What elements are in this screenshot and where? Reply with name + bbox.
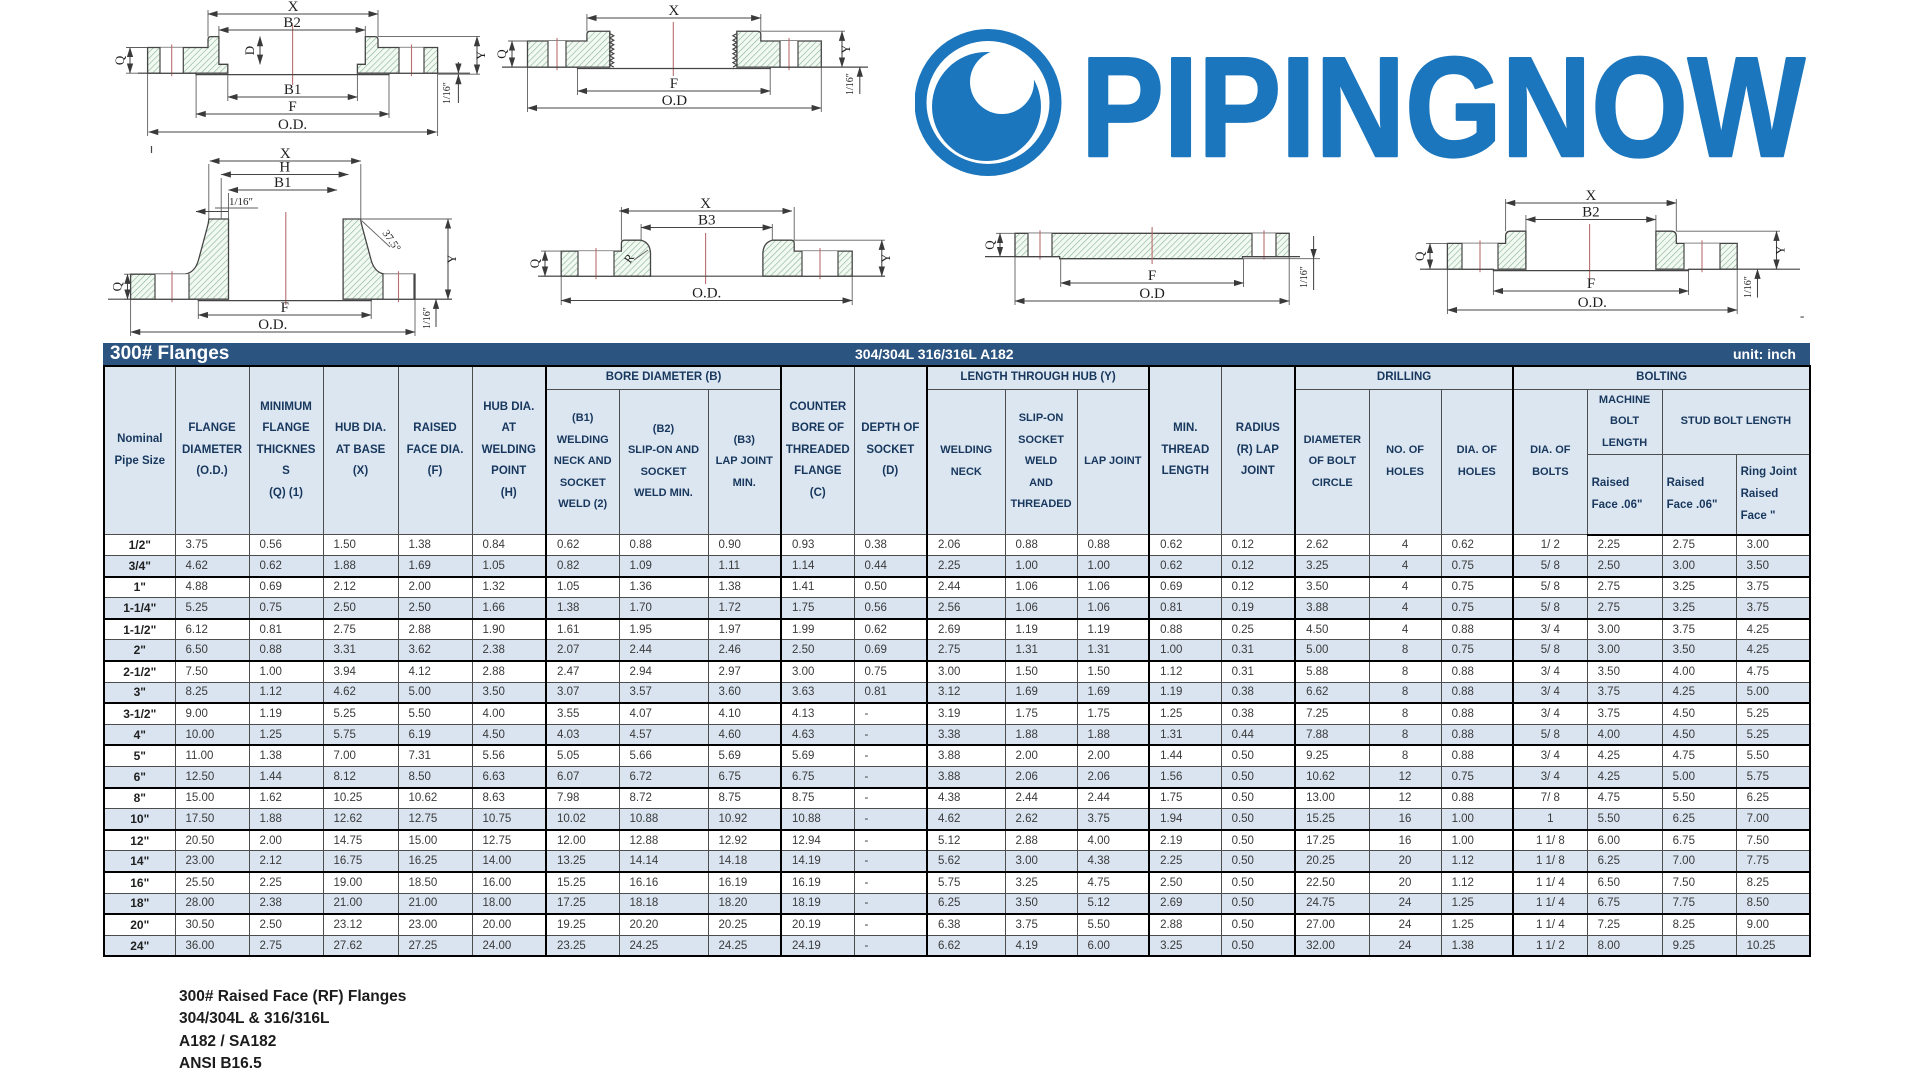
svg-text:1/16″: 1/16″ — [229, 196, 253, 208]
svg-text:X: X — [668, 3, 679, 19]
svg-text:F: F — [288, 99, 296, 115]
svg-text:F: F — [1587, 276, 1595, 292]
svg-text:F: F — [1148, 268, 1156, 284]
svg-text:Q: Q — [982, 240, 997, 250]
svg-text:O.D.: O.D. — [692, 286, 721, 302]
svg-text:1/16″: 1/16″ — [442, 82, 453, 104]
svg-text:Q: Q — [494, 49, 509, 59]
svg-text:O.D.: O.D. — [258, 317, 287, 333]
svg-text:B3: B3 — [698, 213, 716, 229]
svg-text:O.D.: O.D. — [1578, 295, 1607, 311]
svg-text:1/16″: 1/16″ — [1743, 276, 1754, 298]
svg-text:Q: Q — [527, 258, 542, 268]
svg-text:X: X — [288, 0, 299, 15]
svg-text:Q: Q — [110, 281, 125, 291]
svg-text:X: X — [1585, 188, 1596, 204]
svg-text:X: X — [700, 196, 711, 212]
svg-text:D: D — [242, 46, 257, 55]
svg-text:X: X — [280, 146, 291, 162]
svg-text:O.D: O.D — [1139, 286, 1165, 302]
svg-text:Q: Q — [112, 55, 127, 65]
svg-text:1/16″: 1/16″ — [845, 73, 856, 95]
svg-text:1/16″: 1/16″ — [1299, 266, 1310, 288]
svg-text:Y: Y — [473, 50, 488, 60]
svg-text:O.D: O.D — [662, 93, 688, 109]
svg-text:F: F — [670, 76, 678, 92]
svg-text:Y: Y — [878, 253, 893, 263]
svg-text:Y: Y — [1773, 245, 1788, 255]
svg-text:B1: B1 — [274, 175, 292, 191]
svg-text:B1: B1 — [284, 82, 302, 98]
svg-text:Q: Q — [1412, 251, 1427, 261]
svg-text:F: F — [281, 300, 289, 316]
svg-text:Y: Y — [444, 254, 459, 264]
svg-text:1/16″: 1/16″ — [422, 307, 433, 329]
svg-text:-: - — [1800, 308, 1804, 323]
svg-text:B2: B2 — [1582, 205, 1600, 221]
svg-text:H: H — [279, 160, 290, 176]
svg-text:PIPINGNOW: PIPINGNOW — [1081, 28, 1805, 187]
svg-text:Y: Y — [838, 44, 853, 54]
svg-text:O.D.: O.D. — [278, 117, 307, 133]
svg-text:B2: B2 — [283, 15, 301, 31]
